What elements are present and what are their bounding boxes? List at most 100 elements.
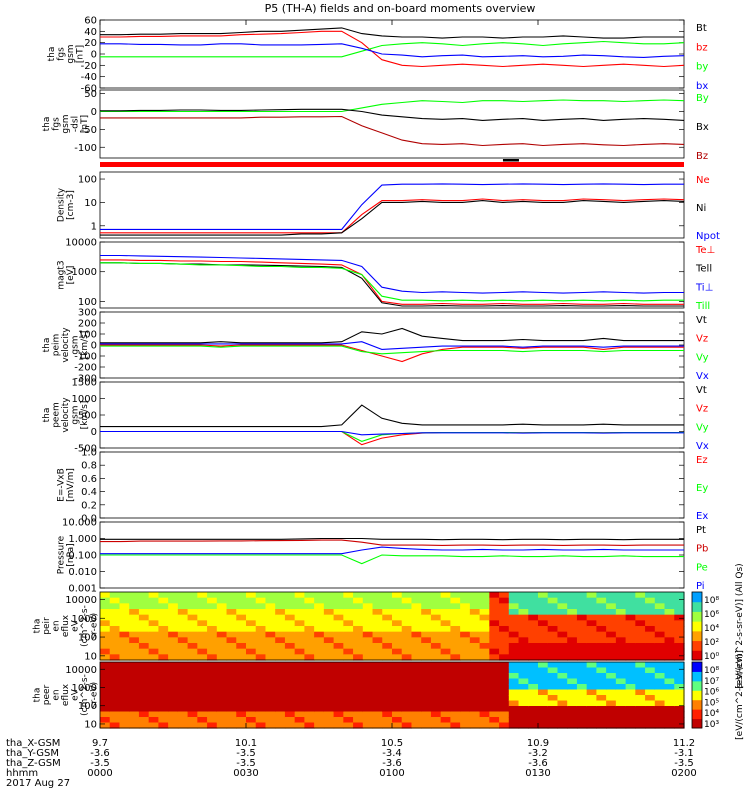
heatmap-cell <box>333 700 344 707</box>
heatmap-cell <box>586 603 597 610</box>
heatmap-cell <box>129 654 140 661</box>
heatmap-cell <box>333 631 344 638</box>
heatmap-cell <box>158 678 169 685</box>
y-axis-label: velocity <box>61 397 71 433</box>
heatmap-cell <box>645 614 656 621</box>
heatmap-cell <box>168 654 179 661</box>
heatmap-cell <box>255 662 267 669</box>
heatmap-cell <box>314 706 325 713</box>
heatmap-cell <box>236 722 247 729</box>
y-tick-label: 0.001 <box>68 584 97 595</box>
heatmap-cell <box>129 722 140 729</box>
heatmap-cell <box>664 631 675 638</box>
colorbar-label: [eV/(cm^2-s-sr-eV)] <box>735 650 745 740</box>
heatmap-cell <box>246 592 257 599</box>
heatmap-cell <box>226 626 237 633</box>
heatmap-cell <box>138 597 150 604</box>
heatmap-cell <box>440 662 451 669</box>
heatmap-cell <box>469 620 481 627</box>
heatmap-cell <box>625 592 636 599</box>
heatmap-cell <box>353 667 364 674</box>
heatmap-cell <box>674 626 685 633</box>
y-axis-label: eV <box>71 688 81 701</box>
heatmap-cell <box>528 654 539 661</box>
heatmap-cell <box>557 637 568 644</box>
heatmap-cell <box>129 662 140 669</box>
y-tick-label: 200 <box>78 319 97 330</box>
heatmap-cell <box>538 643 549 650</box>
heatmap-cell <box>615 673 627 680</box>
series-line-By <box>100 99 685 113</box>
heatmap-cell <box>323 673 335 680</box>
heatmap-cell <box>430 614 442 621</box>
heatmap-cell <box>255 700 267 707</box>
heatmap-cell <box>664 711 675 718</box>
heatmap-cell <box>440 626 451 633</box>
heatmap-cell <box>333 673 344 680</box>
heatmap-cell <box>440 597 451 604</box>
heatmap-cell <box>343 597 354 604</box>
heatmap-cell <box>187 711 198 718</box>
heatmap-cell <box>119 643 130 650</box>
heatmap-cell <box>518 643 529 650</box>
heatmap-cell <box>664 662 675 669</box>
y-tick-label: 10000 <box>65 238 97 249</box>
heatmap-cell <box>460 678 471 685</box>
heatmap-cell <box>362 609 374 616</box>
heatmap-cell <box>255 597 267 604</box>
heatmap-cell <box>440 689 451 696</box>
heatmap-cell <box>430 700 442 707</box>
heatmap-cell <box>635 689 646 696</box>
heatmap-cell <box>645 592 656 599</box>
heatmap-cell <box>576 592 588 599</box>
heatmap-cell <box>382 711 393 718</box>
heatmap-cell <box>236 620 247 627</box>
heatmap-cell <box>508 711 520 718</box>
heatmap-cell <box>333 592 344 599</box>
hhmm-tick-label: 0000 <box>87 768 112 779</box>
heatmap-cell <box>343 654 354 661</box>
heatmap-cell <box>557 689 568 696</box>
heatmap-cell <box>353 614 364 621</box>
heatmap-cell <box>576 684 588 691</box>
heatmap-cell <box>489 614 500 621</box>
heatmap-cell <box>304 717 315 724</box>
heatmap-cell <box>382 648 393 655</box>
series-line-Vy <box>100 345 684 355</box>
heatmap-cell <box>294 717 305 724</box>
heatmap-cell <box>518 614 529 621</box>
heatmap-cell <box>499 689 510 696</box>
heatmap-cell <box>168 700 179 707</box>
heatmap-cell <box>557 614 568 621</box>
z-gsm-tick-label: -3.5 <box>236 758 256 769</box>
heatmap-cell <box>440 603 451 610</box>
heatmap-cell <box>469 626 481 633</box>
y-axis-label: peim <box>52 334 62 357</box>
heatmap-cell <box>236 667 247 674</box>
heatmap-cell <box>226 711 237 718</box>
heatmap-cell <box>440 631 451 638</box>
heatmap-cell <box>421 722 432 729</box>
heatmap-cell <box>596 654 607 661</box>
heatmap-cell <box>304 673 315 680</box>
heatmap-cell <box>450 689 461 696</box>
heatmap-cell <box>674 706 685 713</box>
heatmap-cell <box>333 626 344 633</box>
heatmap-cell <box>119 648 130 655</box>
heatmap-cell <box>246 626 257 633</box>
heatmap-cell <box>197 603 208 610</box>
heatmap-cell <box>343 667 354 674</box>
heatmap-cell <box>168 706 179 713</box>
heatmap-cell <box>460 597 471 604</box>
heatmap-cell <box>411 603 422 610</box>
heatmap-cell <box>411 706 422 713</box>
heatmap-cell <box>197 722 208 729</box>
y-tick-label: 100 <box>78 175 97 186</box>
heatmap-cell <box>538 654 549 661</box>
series-line-Bz <box>100 115 685 147</box>
